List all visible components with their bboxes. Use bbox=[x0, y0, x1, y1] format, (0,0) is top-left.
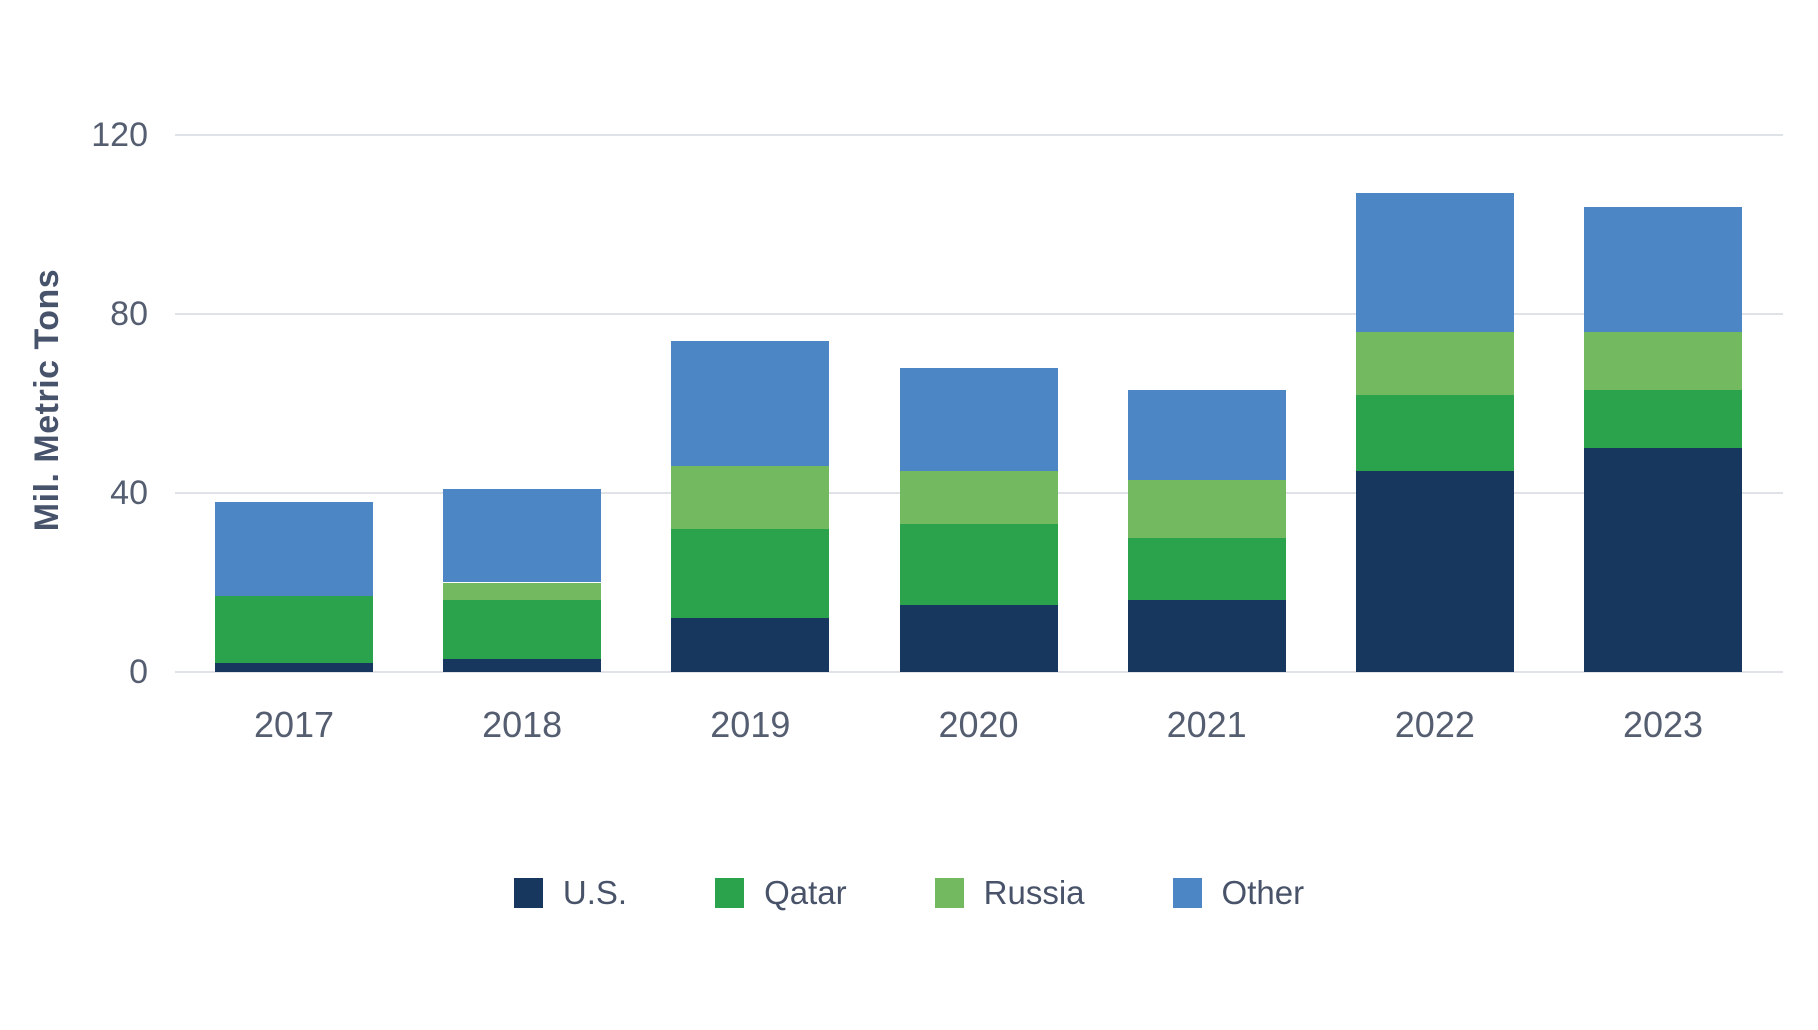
x-tick-label-2017: 2017 bbox=[253, 704, 335, 745]
bar-segment-russia-2020[interactable] bbox=[899, 470, 1058, 525]
bar-segment-other-2018[interactable] bbox=[443, 488, 602, 583]
bar-segment-russia-2018[interactable] bbox=[443, 582, 602, 601]
bar-segment-qatar-2021[interactable] bbox=[1127, 537, 1286, 601]
y-tick-label-0: 0 bbox=[129, 653, 148, 691]
bar-segment-us-2019[interactable] bbox=[671, 618, 830, 672]
legend-label-qatar: Qatar bbox=[764, 874, 847, 911]
bar-2019[interactable] bbox=[671, 340, 830, 672]
bar-segment-qatar-2019[interactable] bbox=[671, 528, 830, 619]
y-tick-label-80: 80 bbox=[110, 295, 148, 333]
legend-swatch-russia bbox=[934, 878, 964, 908]
x-tick-label-2021: 2021 bbox=[1166, 704, 1247, 745]
bar-segment-us-2020[interactable] bbox=[899, 604, 1058, 672]
legend: U.S. Qatar Russia Other bbox=[0, 872, 1818, 914]
bar-segment-us-2021[interactable] bbox=[1127, 600, 1286, 672]
x-tick-label-2018: 2018 bbox=[482, 704, 563, 745]
bar-segment-other-2022[interactable] bbox=[1355, 193, 1514, 332]
bar-segment-other-2020[interactable] bbox=[899, 367, 1058, 471]
legend-swatch-other bbox=[1172, 878, 1202, 908]
x-tick-label-2022: 2022 bbox=[1394, 704, 1475, 745]
bar-segment-other-2019[interactable] bbox=[671, 340, 830, 467]
bar-2018[interactable] bbox=[443, 488, 602, 672]
legend-label-russia: Russia bbox=[983, 874, 1085, 911]
legend-swatch-us bbox=[513, 878, 543, 908]
x-tick-label-2019: 2019 bbox=[710, 704, 791, 745]
bar-2023[interactable] bbox=[1584, 206, 1742, 672]
x-tick-label-2023: 2023 bbox=[1622, 704, 1704, 745]
bar-segment-other-2021[interactable] bbox=[1127, 390, 1286, 480]
bar-segment-russia-2021[interactable] bbox=[1127, 479, 1286, 538]
legend-item-russia[interactable]: Russia bbox=[934, 874, 1085, 912]
bar-segment-us-2018[interactable] bbox=[443, 658, 602, 672]
y-tick-label-120: 120 bbox=[91, 116, 148, 154]
bar-segment-other-2017[interactable] bbox=[215, 501, 373, 596]
bar-2017[interactable] bbox=[215, 501, 373, 672]
bar-segment-us-2017[interactable] bbox=[215, 663, 373, 672]
bar-segment-other-2023[interactable] bbox=[1584, 206, 1742, 332]
x-tick-label-2020: 2020 bbox=[938, 704, 1019, 745]
bar-segment-qatar-2017[interactable] bbox=[215, 595, 373, 664]
gridline-80 bbox=[175, 313, 1783, 315]
bar-segment-russia-2022[interactable] bbox=[1355, 331, 1514, 395]
bar-segment-qatar-2023[interactable] bbox=[1584, 390, 1742, 449]
bar-segment-russia-2023[interactable] bbox=[1584, 331, 1742, 391]
gridline-0 bbox=[175, 671, 1783, 673]
bar-segment-us-2022[interactable] bbox=[1355, 470, 1514, 672]
gridline-120 bbox=[175, 134, 1783, 136]
y-axis-title: Mil. Metric Tons bbox=[28, 268, 66, 532]
bar-2020[interactable] bbox=[899, 367, 1058, 672]
bar-segment-qatar-2022[interactable] bbox=[1355, 394, 1514, 471]
legend-swatch-qatar bbox=[715, 878, 745, 908]
bar-segment-russia-2019[interactable] bbox=[671, 466, 830, 529]
legend-label-us: U.S. bbox=[562, 874, 628, 911]
bar-segment-qatar-2018[interactable] bbox=[443, 600, 602, 659]
legend-item-other[interactable]: Other bbox=[1172, 874, 1305, 912]
legend-item-us[interactable]: U.S. bbox=[513, 874, 628, 912]
bar-segment-qatar-2020[interactable] bbox=[899, 524, 1058, 605]
legend-label-other: Other bbox=[1221, 874, 1305, 911]
bar-2022[interactable] bbox=[1355, 193, 1514, 672]
bar-segment-us-2023[interactable] bbox=[1584, 448, 1742, 672]
y-tick-label-40: 40 bbox=[110, 474, 148, 512]
bar-2021[interactable] bbox=[1127, 390, 1286, 672]
legend-item-qatar[interactable]: Qatar bbox=[715, 874, 847, 912]
